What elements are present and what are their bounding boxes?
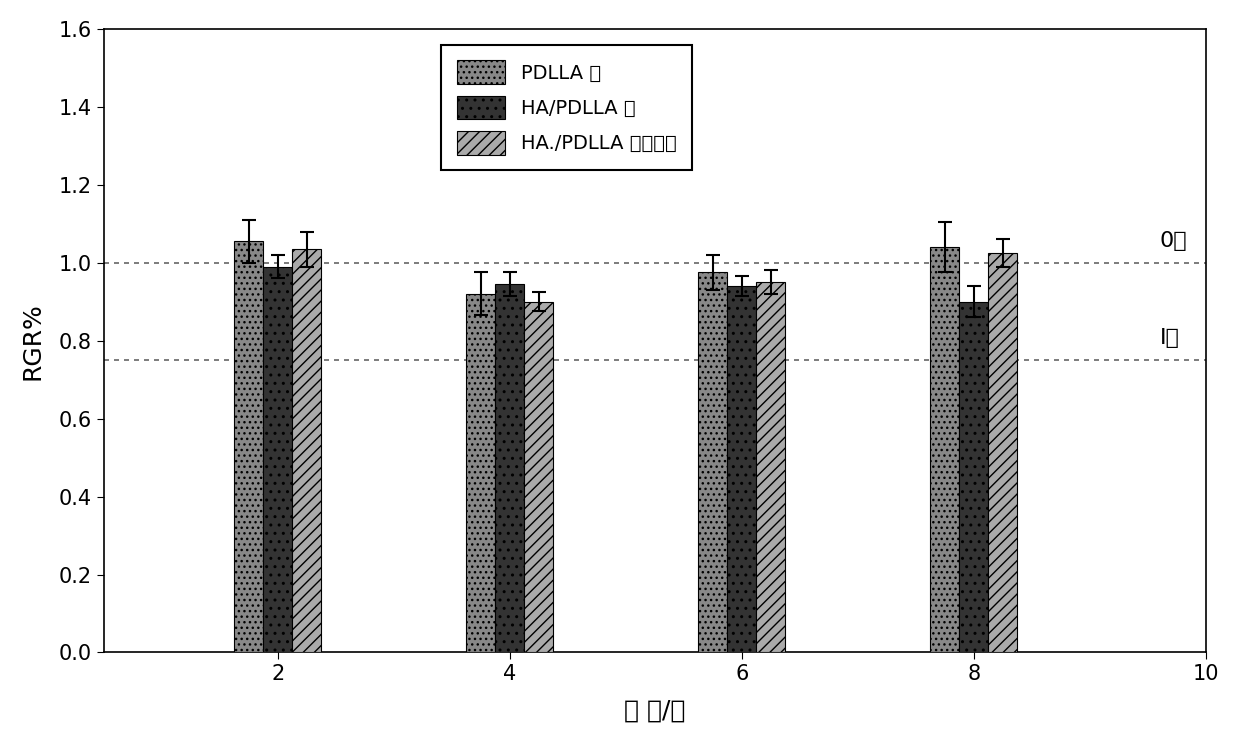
Bar [466,294,495,652]
Bar [698,273,728,652]
Bar [756,282,785,652]
Bar [525,302,553,652]
Legend: PDLLA 膜, HA/PDLLA 膜, HA./PDLLA 等处理膜: PDLLA 膜, HA/PDLLA 膜, HA./PDLLA 等处理膜 [441,45,692,170]
Bar [728,286,756,652]
Bar [234,241,263,652]
Text: 0级: 0级 [1159,231,1187,251]
Bar [960,302,988,652]
Bar [263,267,293,652]
Y-axis label: RGR%: RGR% [21,302,45,380]
Bar [988,253,1017,652]
Bar [293,249,321,652]
X-axis label: 时 间/天: 时 间/天 [624,698,686,722]
Text: I级: I级 [1159,328,1179,348]
Bar [930,247,960,652]
Bar [495,284,525,652]
